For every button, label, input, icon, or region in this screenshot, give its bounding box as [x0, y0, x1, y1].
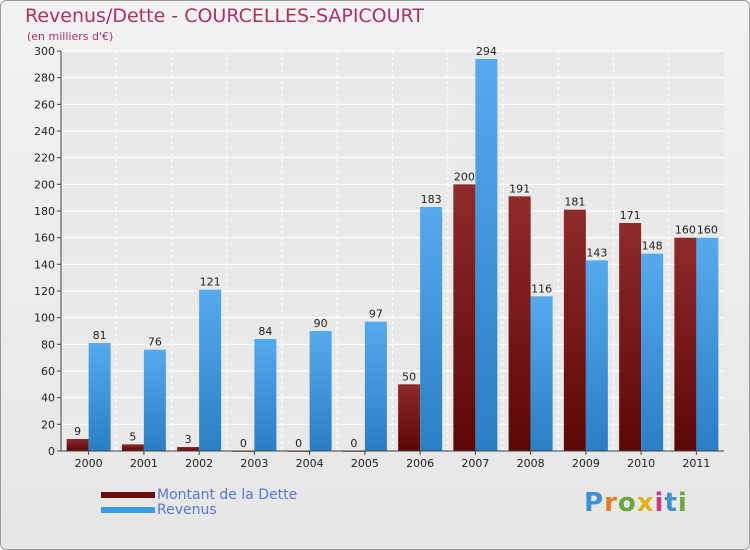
value-label-dette: 200 — [454, 170, 475, 183]
bar-dette — [563, 209, 586, 451]
value-label-dette: 191 — [509, 182, 530, 195]
value-label-dette: 50 — [402, 370, 416, 383]
bar-revenus — [254, 339, 277, 451]
bar-revenus — [309, 331, 332, 451]
value-label-dette: 181 — [564, 196, 585, 209]
chart-title: Revenus/Dette - COURCELLES-SAPICOURT — [25, 5, 424, 27]
value-label-dette: 0 — [350, 437, 357, 450]
value-label-revenus: 294 — [476, 45, 497, 58]
y-tick-label: 220 — [34, 152, 55, 165]
bar-revenus — [199, 289, 222, 451]
x-tick-label: 2000 — [75, 457, 103, 470]
bar-dette — [66, 439, 89, 451]
y-tick-label: 60 — [41, 365, 55, 378]
x-tick-label: 2008 — [517, 457, 545, 470]
value-label-revenus: 81 — [93, 329, 107, 342]
bar-dette — [177, 447, 200, 451]
bar-dette — [619, 223, 642, 451]
value-label-revenus: 76 — [148, 336, 162, 349]
x-tick-label: 2010 — [627, 457, 655, 470]
x-tick-label: 2007 — [461, 457, 489, 470]
value-label-revenus: 90 — [314, 317, 328, 330]
bar-revenus — [530, 296, 553, 451]
legend-swatch-dette — [101, 492, 155, 498]
y-tick-label: 180 — [34, 205, 55, 218]
value-label-revenus: 116 — [531, 282, 552, 295]
bar-dette — [121, 444, 144, 451]
value-label-dette: 9 — [74, 425, 81, 438]
y-tick-label: 260 — [34, 98, 55, 111]
x-tick-label: 2001 — [130, 457, 158, 470]
y-tick-label: 0 — [48, 445, 55, 458]
bar-revenus — [420, 207, 443, 451]
bar-revenus — [641, 253, 664, 451]
bar-revenus — [475, 59, 498, 451]
bar-revenus — [88, 343, 111, 451]
value-label-dette: 160 — [675, 224, 696, 237]
logo-letter: r — [604, 488, 618, 518]
legend-label-revenus: Revenus — [157, 502, 217, 518]
value-label-revenus: 148 — [642, 240, 663, 253]
value-label-revenus: 84 — [258, 325, 272, 338]
y-tick-label: 160 — [34, 232, 55, 245]
y-tick-label: 80 — [41, 338, 55, 351]
bar-dette — [453, 184, 476, 452]
y-tick-label: 280 — [34, 72, 55, 85]
value-label-revenus: 143 — [586, 246, 607, 259]
bar-revenus — [143, 349, 166, 451]
bar-revenus — [696, 237, 719, 451]
x-tick-label: 2005 — [351, 457, 379, 470]
value-label-revenus: 97 — [369, 308, 383, 321]
legend-item-revenus: Revenus — [101, 502, 217, 518]
x-tick-label: 2011 — [682, 457, 710, 470]
y-tick-label: 300 — [34, 45, 55, 58]
bar-revenus — [364, 321, 387, 451]
value-label-dette: 171 — [620, 209, 641, 222]
bar-dette — [398, 384, 421, 451]
bar-dette — [674, 237, 697, 451]
y-tick-label: 140 — [34, 258, 55, 271]
logo-letter: i — [677, 488, 688, 518]
logo-letter: P — [584, 488, 605, 518]
x-tick-label: 2006 — [406, 457, 434, 470]
y-tick-label: 120 — [34, 285, 55, 298]
y-tick-label: 240 — [34, 125, 55, 138]
value-label-revenus: 121 — [200, 276, 221, 289]
value-label-revenus: 183 — [421, 193, 442, 206]
legend-item-dette: Montant de la Dette — [101, 487, 297, 503]
legend-swatch-revenus — [101, 507, 155, 513]
x-tick-label: 2004 — [296, 457, 324, 470]
y-tick-label: 20 — [41, 418, 55, 431]
value-label-dette: 0 — [240, 437, 247, 450]
logo-letter: i — [654, 488, 665, 518]
legend-label-dette: Montant de la Dette — [157, 487, 298, 503]
y-tick-label: 200 — [34, 178, 55, 191]
value-label-dette: 5 — [129, 430, 136, 443]
proxiti-logo: Proxiti — [584, 488, 688, 518]
y-tick-label: 40 — [41, 392, 55, 405]
logo-letter: t — [664, 488, 678, 518]
logo-letter: o — [617, 488, 637, 518]
x-tick-label: 2009 — [572, 457, 600, 470]
x-tick-label: 2002 — [185, 457, 213, 470]
bar-dette — [508, 196, 531, 451]
x-tick-label: 2003 — [240, 457, 268, 470]
chart-subtitle: (en milliers d'€) — [27, 30, 114, 43]
value-label-revenus: 160 — [697, 224, 718, 237]
logo-letter: x — [636, 488, 655, 518]
value-label-dette: 0 — [295, 437, 302, 450]
bar-revenus — [585, 260, 608, 451]
value-label-dette: 3 — [185, 433, 192, 446]
y-tick-label: 100 — [34, 312, 55, 325]
